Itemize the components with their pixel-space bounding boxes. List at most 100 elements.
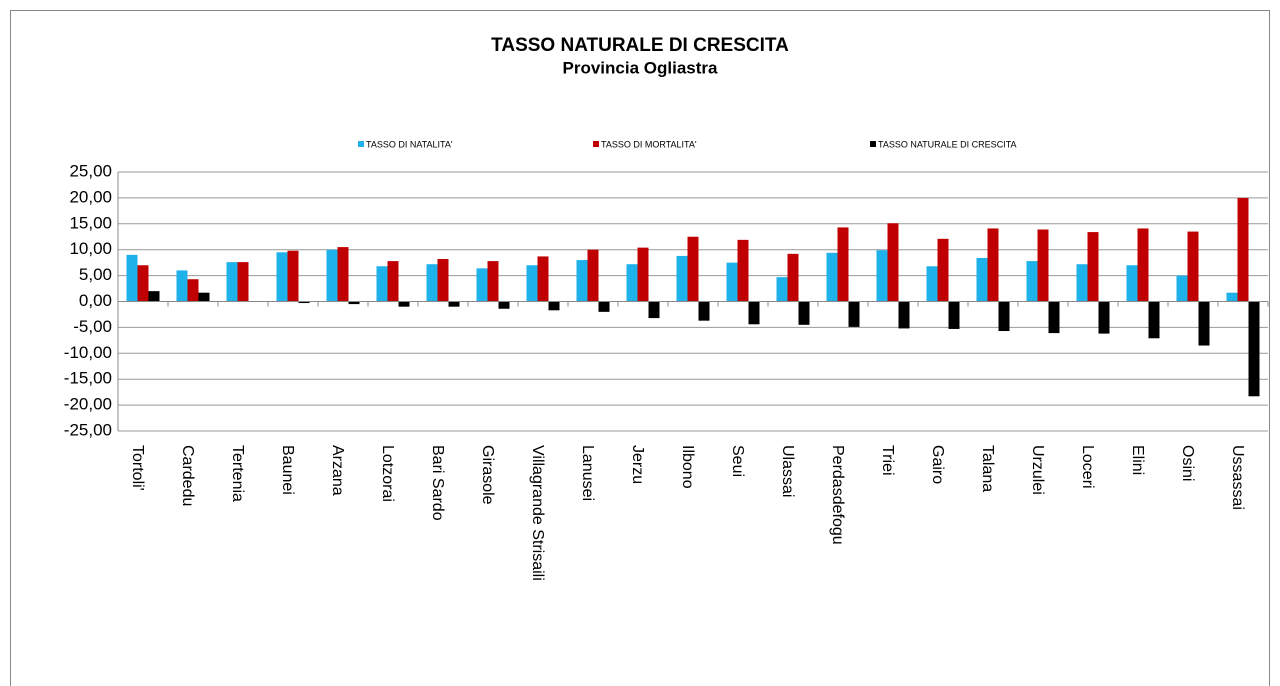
bar: [998, 301, 1010, 332]
x-tick-label: Tortoli': [129, 445, 146, 491]
x-tick-label: Ulassai: [779, 445, 796, 497]
bar: [1248, 301, 1260, 397]
bar: [737, 239, 749, 302]
x-tick-label: Tertenia: [229, 445, 246, 502]
bar: [937, 238, 949, 302]
bar: [987, 228, 999, 302]
x-tick-label: Girasole: [479, 445, 496, 505]
y-tick-label: 25,00: [69, 161, 112, 180]
x-tick-label: Gairo: [929, 445, 946, 484]
bar: [1176, 275, 1188, 302]
y-tick-label: 20,00: [69, 187, 112, 206]
bar: [948, 301, 960, 329]
bar: [826, 252, 838, 302]
bar: [698, 301, 710, 321]
bar: [626, 264, 638, 302]
bar: [1148, 301, 1160, 339]
bar: [976, 257, 988, 302]
legend-label: TASSO DI MORTALITA': [601, 139, 697, 149]
x-tick-label: Baunei: [279, 445, 296, 495]
x-tick-label: Seui: [729, 445, 746, 477]
bar: [187, 279, 199, 302]
x-tick-label: Ilbono: [679, 445, 696, 489]
bar: [276, 252, 288, 302]
bar: [126, 254, 138, 302]
legend-swatch: [870, 141, 876, 147]
bar: [437, 259, 449, 302]
bar: [326, 249, 338, 302]
chart-subtitle: Provincia Ogliastra: [563, 58, 718, 77]
x-tick-label: Jerzu: [629, 445, 646, 484]
bar: [848, 301, 860, 327]
bar: [448, 301, 460, 307]
y-tick-label: -15,00: [64, 369, 112, 388]
y-tick-label: 10,00: [69, 239, 112, 258]
bar: [1198, 301, 1210, 346]
bar: [748, 301, 760, 325]
bar: [348, 301, 360, 305]
bar: [376, 266, 388, 302]
y-tick-label: -25,00: [64, 420, 112, 439]
x-tick-label: Elini: [1129, 445, 1146, 475]
bar: [548, 301, 560, 311]
bar: [476, 268, 488, 302]
bar: [1076, 264, 1088, 302]
bar: [776, 277, 788, 302]
bar: [887, 223, 899, 302]
x-tick-label: Bari Sardo: [429, 445, 446, 521]
bar: [176, 270, 188, 302]
bar: [876, 250, 888, 302]
x-tick-label: Loceri: [1079, 445, 1096, 489]
bar: [837, 227, 849, 302]
legend-swatch: [593, 141, 599, 147]
bar: [237, 262, 249, 302]
chart-frame: [10, 10, 1270, 686]
bar: [137, 265, 149, 302]
bar: [148, 291, 160, 302]
x-tick-label: Osini: [1179, 445, 1196, 481]
bar: [798, 301, 810, 325]
x-tick-label: Cardedu: [179, 445, 196, 506]
bar: [726, 262, 738, 302]
bar: [1026, 261, 1038, 302]
bar: [426, 264, 438, 302]
legend-swatch: [358, 141, 364, 147]
bar: [337, 247, 349, 302]
bar: [1098, 301, 1110, 334]
x-tick-label: Lotzorai: [379, 445, 396, 502]
bar: [287, 250, 299, 302]
bar: [387, 261, 399, 302]
chart-title: TASSO NATURALE DI CRESCITA: [491, 35, 789, 56]
bar: [648, 301, 660, 319]
bar: [687, 236, 699, 302]
bar: [526, 265, 538, 302]
y-tick-label: 15,00: [69, 213, 112, 232]
bar: [1048, 301, 1060, 334]
bar: [498, 301, 510, 309]
bar: [576, 260, 588, 302]
legend-label: TASSO DI NATALITA': [366, 139, 453, 149]
bar: [198, 292, 210, 302]
bar: [1126, 265, 1138, 302]
bar: [1137, 228, 1149, 302]
bar: [537, 256, 549, 302]
y-tick-label: 5,00: [79, 265, 112, 284]
x-tick-label: Triei: [879, 445, 896, 476]
bar: [598, 301, 610, 312]
legend-label: TASSO NATURALE DI CRESCITA: [878, 139, 1017, 149]
bar: [487, 261, 499, 302]
bar: [1226, 292, 1238, 302]
bar: [676, 255, 688, 302]
x-tick-label: Villagrande Strisaili: [529, 445, 546, 581]
bar: [398, 301, 410, 307]
bar: [787, 253, 799, 302]
x-tick-label: Ussassai: [1229, 445, 1246, 510]
bar: [226, 262, 238, 302]
bar: [637, 247, 649, 302]
bar: [1237, 197, 1249, 302]
y-tick-label: 0,00: [79, 291, 112, 310]
bar: [1087, 232, 1099, 302]
bar: [298, 301, 310, 304]
